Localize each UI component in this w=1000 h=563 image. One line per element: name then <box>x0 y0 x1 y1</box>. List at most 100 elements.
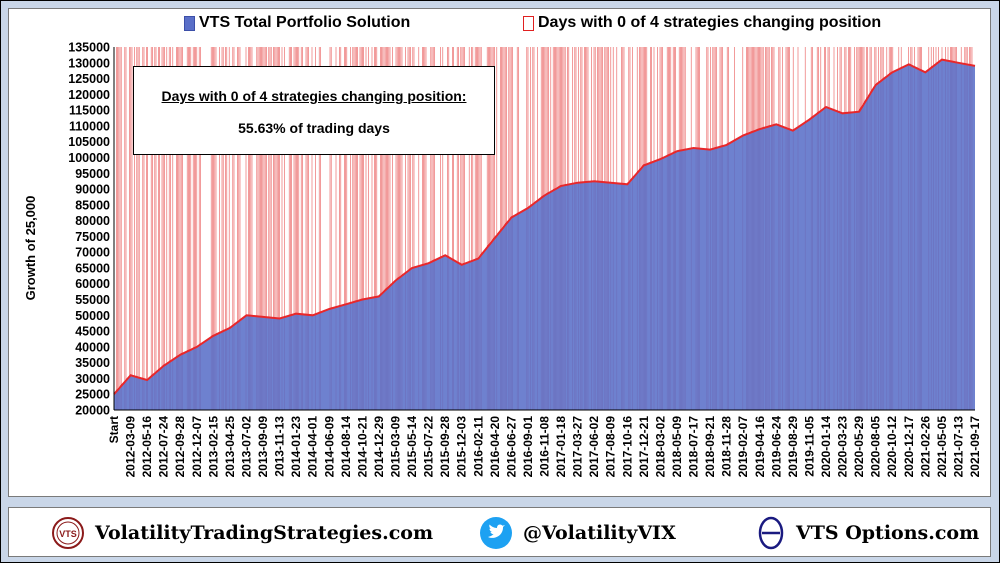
y-tick-label: 125000 <box>68 72 110 86</box>
x-tick-label: 2015-09-28 <box>438 416 452 478</box>
y-axis-label: Growth of 25,000 <box>23 196 38 301</box>
portfolio-area <box>114 59 975 410</box>
legend-item-portfolio: VTS Total Portfolio Solution <box>184 14 410 32</box>
chart-legend: VTS Total Portfolio Solution Days with 0… <box>0 14 1000 36</box>
x-tick-label: 2014-06-09 <box>322 416 336 478</box>
y-tick-label: 75000 <box>75 230 110 244</box>
x-tick-label: 2012-03-09 <box>124 416 138 478</box>
portfolio-area-group <box>113 58 976 410</box>
x-tick-label: 2016-06-27 <box>504 416 518 478</box>
x-tick-label: 2013-11-13 <box>273 416 287 477</box>
y-tick-label: 130000 <box>68 56 110 70</box>
x-tick-label: 2019-08-29 <box>786 416 800 478</box>
x-tick-label: 2021-07-13 <box>951 416 965 478</box>
legend-label-portfolio: VTS Total Portfolio Solution <box>199 14 411 31</box>
annotation-box: Days with 0 of 4 strategies changing pos… <box>133 66 495 155</box>
x-tick-label: 2017-03-27 <box>571 416 585 478</box>
x-tick-label: 2017-06-02 <box>587 416 601 478</box>
footer-site[interactable]: VTS VolatilityTradingStrategies.com <box>49 516 433 550</box>
x-tick-label: 2013-09-09 <box>256 416 270 478</box>
y-tick-label: 20000 <box>75 404 110 418</box>
x-axis: Start 2012-03-09 2012-05-16 2012-07-24 2012-… <box>107 409 982 478</box>
legend-label-days: Days with 0 of 4 strategies changing pos… <box>538 14 882 31</box>
y-tick-label: 85000 <box>75 198 110 212</box>
y-tick-label: 60000 <box>75 277 110 291</box>
y-tick-label: 30000 <box>75 372 110 386</box>
x-tick-label: 2019-04-16 <box>753 416 767 478</box>
y-tick-label: 115000 <box>69 104 110 118</box>
x-tick-label: 2017-01-18 <box>554 416 568 478</box>
y-tick-label: 80000 <box>75 214 110 228</box>
y-tick-label: 100000 <box>68 151 110 165</box>
x-tick-label: 2014-12-29 <box>372 416 386 478</box>
x-tick-label: 2013-04-25 <box>223 416 237 478</box>
annotation-value: 55.63% of trading days <box>238 120 390 136</box>
footer-bar: VTS VolatilityTradingStrategies.com @Vol… <box>8 507 991 557</box>
x-tick-label: 2013-02-15 <box>206 416 220 478</box>
x-tick-label: 2014-01-23 <box>289 416 303 478</box>
x-tick-label: 2020-10-12 <box>885 416 899 478</box>
x-tick-label: 2021-02-26 <box>918 416 932 478</box>
y-tick-label: 70000 <box>75 246 110 260</box>
x-tick-label: 2012-12-07 <box>190 416 204 478</box>
x-tick-label: 2015-07-22 <box>422 416 436 478</box>
x-tick-label: 2018-09-21 <box>703 416 717 478</box>
annotation-title: Days with 0 of 4 strategies changing pos… <box>161 88 467 104</box>
x-tick-label: 2012-07-24 <box>157 416 171 478</box>
y-tick-label: 110000 <box>69 119 110 133</box>
x-tick-label: 2014-04-01 <box>306 416 320 478</box>
x-tick-label: 2016-02-11 <box>471 416 485 477</box>
x-tick-label: Start <box>107 416 121 443</box>
y-tick-label: 45000 <box>75 325 110 339</box>
x-tick-label: 2020-01-14 <box>819 416 833 478</box>
x-tick-label: 2018-03-02 <box>653 416 667 478</box>
vts-seal-icon: VTS <box>52 517 84 549</box>
x-tick-label: 2015-03-09 <box>389 416 403 478</box>
x-tick-label: 2018-07-17 <box>687 416 701 478</box>
x-tick-label: 2016-11-08 <box>538 416 552 477</box>
x-tick-label: 2021-09-17 <box>968 416 982 478</box>
x-tick-label: 2018-05-09 <box>670 416 684 478</box>
y-tick-label: 25000 <box>75 388 110 402</box>
y-tick-label: 35000 <box>75 356 110 370</box>
x-tick-label: 2017-10-16 <box>620 416 634 478</box>
y-tick-label: 65000 <box>75 262 110 276</box>
x-tick-label: 2020-12-17 <box>902 416 916 478</box>
y-tick-label: 105000 <box>68 135 110 149</box>
x-tick-label: 2019-02-07 <box>736 416 750 478</box>
footer-twitter[interactable]: @VolatilityVIX <box>479 516 676 550</box>
footer-site-label: VolatilityTradingStrategies.com <box>95 522 434 544</box>
x-tick-label: 2014-08-14 <box>339 416 353 478</box>
x-tick-label: 2012-09-28 <box>173 416 187 478</box>
legend-swatch-days <box>523 15 534 31</box>
x-tick-label: 2017-08-09 <box>604 416 618 478</box>
y-tick-label: 90000 <box>75 183 110 197</box>
x-tick-label: 2015-12-03 <box>455 416 469 478</box>
theta-logo-icon <box>758 516 784 550</box>
x-tick-label: 2020-03-23 <box>836 416 850 478</box>
x-tick-label: 2021-05-05 <box>935 416 949 478</box>
footer-twitter-label: @VolatilityVIX <box>523 522 676 544</box>
legend-swatch-portfolio <box>184 15 195 31</box>
y-tick-label: 50000 <box>75 309 110 323</box>
x-tick-label: 2012-05-16 <box>140 416 154 478</box>
x-tick-label: 2015-05-14 <box>405 416 419 478</box>
y-tick-label: 95000 <box>75 167 110 181</box>
footer-options[interactable]: VTS Options.com <box>756 516 979 550</box>
y-tick-label: 120000 <box>68 88 110 102</box>
footer-options-label: VTS Options.com <box>796 522 980 544</box>
y-tick-label: 55000 <box>75 293 110 307</box>
x-tick-label: 2016-04-20 <box>488 416 502 478</box>
y-tick-label: 40000 <box>75 340 110 354</box>
x-tick-label: 2020-08-05 <box>869 416 883 478</box>
x-tick-label: 2014-10-21 <box>355 416 369 478</box>
y-tick-label: 135000 <box>68 41 110 55</box>
x-tick-label: 2013-07-02 <box>240 416 254 478</box>
legend-item-days: Days with 0 of 4 strategies changing pos… <box>523 14 881 32</box>
x-tick-label: 2017-12-21 <box>637 416 651 478</box>
x-tick-label: 2016-09-01 <box>521 416 535 478</box>
vts-seal-text: VTS <box>59 529 77 539</box>
x-tick-label: 2019-06-24 <box>769 416 783 478</box>
